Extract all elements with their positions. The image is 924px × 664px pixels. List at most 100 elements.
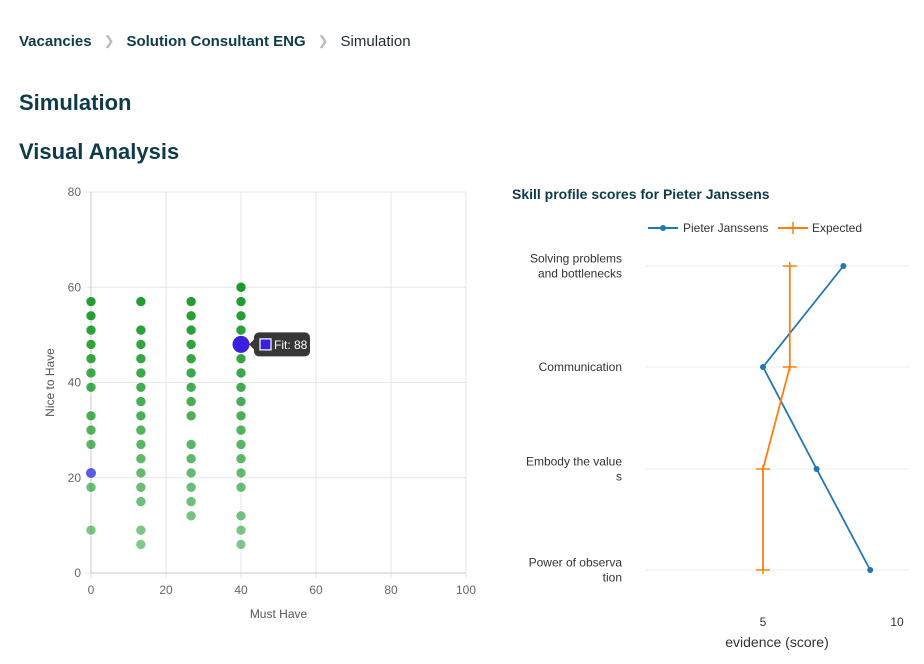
tooltip-label: Fit: 88 <box>274 338 308 352</box>
scatter-point[interactable] <box>235 424 247 436</box>
scatter-point[interactable] <box>85 524 97 536</box>
category-label: and bottlenecks <box>538 267 622 281</box>
scatter-point[interactable] <box>235 510 247 522</box>
scatter-point[interactable] <box>85 367 97 379</box>
scatter-point[interactable] <box>135 324 147 336</box>
scatter-point[interactable] <box>135 453 147 465</box>
series-point-pieter[interactable] <box>840 263 847 269</box>
scatter-point[interactable] <box>185 510 197 522</box>
series-point-expected[interactable] <box>782 262 797 270</box>
x-tick-label: 0 <box>88 583 95 597</box>
chart-title: Skill profile scores for Pieter Janssens <box>512 186 770 202</box>
scatter-point[interactable] <box>85 324 97 336</box>
scatter-point[interactable] <box>185 481 197 493</box>
scatter-point[interactable] <box>235 324 247 336</box>
tooltip: Fit: 88 <box>249 332 310 357</box>
scatter-point[interactable] <box>235 296 247 307</box>
y-tick-label: 40 <box>68 376 82 390</box>
scatter-point[interactable] <box>135 539 147 550</box>
scatter-point[interactable] <box>85 424 97 436</box>
scatter-point[interactable] <box>135 439 147 450</box>
y-axis-label: Nice to Have <box>43 348 57 417</box>
scatter-point[interactable] <box>135 424 147 436</box>
legend-item-expected[interactable]: Expected <box>812 221 862 235</box>
breadcrumb-link-vacancies[interactable]: Vacancies <box>19 32 92 50</box>
category-label: Embody the value <box>526 455 622 469</box>
scatter-point[interactable] <box>185 367 197 379</box>
breadcrumb-link-vacancy[interactable]: Solution Consultant ENG <box>126 32 306 50</box>
fit-scatter-chart: 0 20 40 60 80 100 0 20 40 60 80 Must Have Nice to Ha… <box>43 185 476 621</box>
series-point-pieter[interactable] <box>867 567 874 573</box>
series-point-expected[interactable] <box>756 566 770 574</box>
scatter-point[interactable] <box>185 339 197 350</box>
series-point-expected[interactable] <box>756 465 770 473</box>
legend-item-pieter[interactable]: Pieter Janssens <box>683 221 768 235</box>
scatter-point[interactable] <box>135 524 147 536</box>
scatter-point[interactable] <box>185 353 197 364</box>
chevron-right-icon: ❯ <box>317 33 329 48</box>
series-point-pieter[interactable] <box>813 466 820 472</box>
scatter-point[interactable] <box>235 310 247 322</box>
highlighted-point[interactable] <box>232 335 250 353</box>
scatter-point[interactable] <box>135 339 147 350</box>
scatter-point[interactable] <box>235 281 247 293</box>
scatter-point[interactable] <box>85 481 97 493</box>
x-tick-label: 5 <box>760 615 767 629</box>
breadcrumb: Vacancies ❯ Solution Consultant ENG ❯ Si… <box>19 31 411 51</box>
scatter-point[interactable] <box>235 453 247 465</box>
scatter-point[interactable] <box>135 367 147 379</box>
scatter-point[interactable] <box>235 396 247 407</box>
section-title: Visual Analysis <box>19 139 180 164</box>
scatter-point[interactable] <box>185 310 197 322</box>
scatter-point[interactable] <box>135 296 147 307</box>
scatter-point[interactable] <box>185 324 197 336</box>
scatter-point[interactable] <box>235 353 247 364</box>
scatter-point[interactable] <box>185 381 197 393</box>
series-line-pieter <box>761 265 871 571</box>
scatter-point[interactable] <box>185 410 197 422</box>
scatter-point[interactable] <box>235 524 247 536</box>
breadcrumb-current: Simulation <box>340 32 411 50</box>
scatter-point[interactable] <box>85 439 97 450</box>
scatter-point[interactable] <box>135 410 147 422</box>
category-label: s <box>616 470 622 484</box>
y-tick-label: 20 <box>68 471 82 485</box>
scatter-point[interactable] <box>235 410 247 422</box>
scatter-point[interactable] <box>235 367 247 379</box>
scatter-point[interactable] <box>235 467 247 479</box>
scatter-point[interactable] <box>235 381 247 393</box>
x-tick-label: 10 <box>890 615 904 629</box>
scatter-point[interactable] <box>185 453 197 465</box>
scatter-point[interactable] <box>235 481 247 493</box>
scatter-point[interactable] <box>185 467 197 479</box>
scatter-point[interactable] <box>185 439 197 450</box>
x-tick-label: 80 <box>384 583 398 597</box>
page-title: Simulation <box>19 90 132 115</box>
scatter-point[interactable] <box>185 396 197 407</box>
x-tick-label: 100 <box>456 583 476 597</box>
scatter-point[interactable] <box>235 439 247 450</box>
scatter-point[interactable] <box>135 396 147 407</box>
category-label: Power of observa <box>529 556 623 570</box>
scatter-point[interactable] <box>185 296 197 307</box>
selected-point[interactable] <box>86 467 96 478</box>
scatter-point[interactable] <box>135 353 147 364</box>
scatter-point[interactable] <box>185 496 197 507</box>
x-axis-label: evidence (score) <box>725 634 829 650</box>
y-tick-label: 60 <box>68 280 82 294</box>
scatter-point[interactable] <box>135 481 147 493</box>
x-tick-label: 60 <box>309 583 323 597</box>
scatter-point[interactable] <box>85 353 97 364</box>
scatter-point[interactable] <box>85 296 97 307</box>
series-point-pieter[interactable] <box>760 364 766 370</box>
series-point-expected[interactable] <box>782 363 797 371</box>
y-tick-label: 80 <box>68 185 82 199</box>
scatter-point[interactable] <box>85 410 97 422</box>
scatter-point[interactable] <box>235 539 247 550</box>
scatter-point[interactable] <box>85 339 97 350</box>
scatter-point[interactable] <box>85 381 97 393</box>
scatter-point[interactable] <box>135 496 147 507</box>
scatter-point[interactable] <box>135 467 147 479</box>
scatter-point[interactable] <box>135 381 147 393</box>
scatter-point[interactable] <box>85 310 97 322</box>
